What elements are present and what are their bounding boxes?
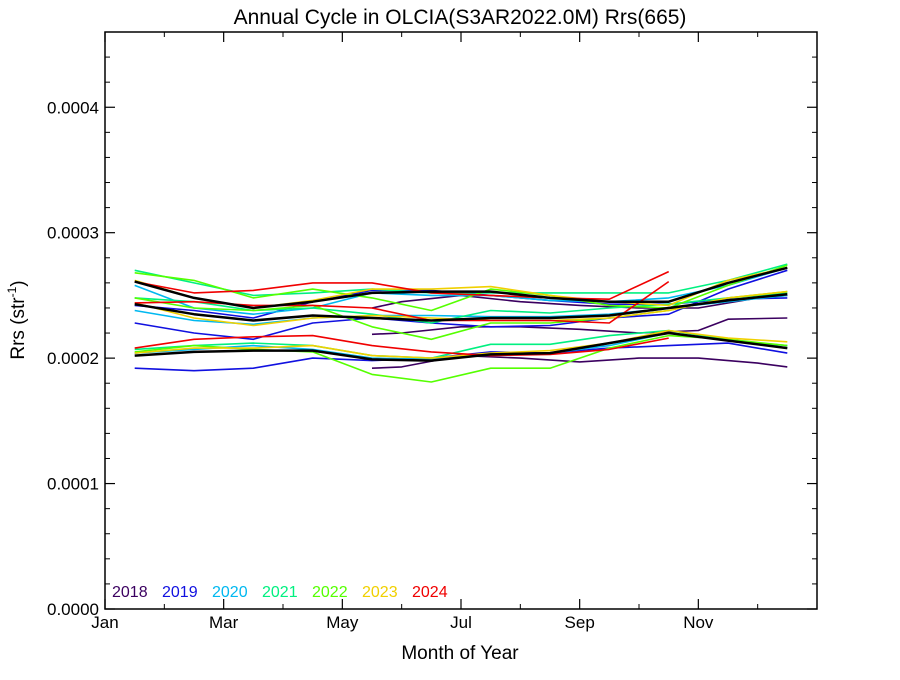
series-line-4	[134, 269, 788, 341]
series-line-12	[134, 264, 788, 312]
series-line-6	[134, 267, 788, 316]
series-line-23	[134, 331, 788, 362]
series-layer	[134, 263, 788, 383]
series-line-17	[134, 329, 788, 359]
series-line-18	[134, 270, 670, 301]
series-line-0	[371, 317, 788, 336]
y-tick-label-0.0000: 0.0000	[47, 600, 99, 619]
x-tick-label-Sep: Sep	[565, 613, 595, 632]
y-tick-label-0.0002: 0.0002	[47, 349, 99, 368]
series-line-20	[134, 334, 669, 357]
y-axis-label-sup: -1	[5, 286, 19, 297]
y-tick-label-0.0003: 0.0003	[47, 224, 99, 243]
series-line-22	[134, 292, 788, 322]
x-tick-label-Jul: Jul	[450, 613, 472, 632]
x-axis-label: Month of Year	[401, 643, 519, 664]
legend-item-2020: 2020	[212, 584, 248, 601]
series-line-1	[371, 354, 788, 369]
x-tick-label-Nov: Nov	[683, 613, 714, 632]
series-line-21	[134, 266, 788, 310]
x-tick-label-Mar: Mar	[209, 613, 239, 632]
legend-item-2021: 2021	[262, 584, 298, 601]
y-axis-label-end: )	[8, 280, 29, 286]
series-line-9	[134, 263, 788, 297]
legend-item-2022: 2022	[312, 584, 348, 601]
y-axis-label-main: Rrs (str	[8, 297, 29, 360]
x-tick-label-Jan: Jan	[91, 613, 118, 632]
legend-item-2024: 2024	[412, 584, 448, 601]
legend-item-2023: 2023	[362, 584, 398, 601]
series-line-10	[134, 292, 788, 324]
y-axis-label: Rrs (str-1)	[5, 280, 29, 359]
y-tick-label-0.0004: 0.0004	[47, 98, 99, 117]
x-tick-label-May: May	[326, 613, 359, 632]
chart-title: Annual Cycle in OLCIA(S3AR2022.0M) Rrs(6…	[234, 6, 687, 29]
y-tick-label-0.0001: 0.0001	[47, 475, 99, 494]
legend-item-2018: 2018	[112, 584, 148, 601]
axes-layer: Jan Mar May Jul Sep Nov 0.0000 0.0001 0.0002 0.00…	[47, 32, 817, 632]
legend: 2018 2019 2020 2021 2022 2023 2024	[112, 584, 448, 601]
legend-item-2019: 2019	[162, 584, 198, 601]
